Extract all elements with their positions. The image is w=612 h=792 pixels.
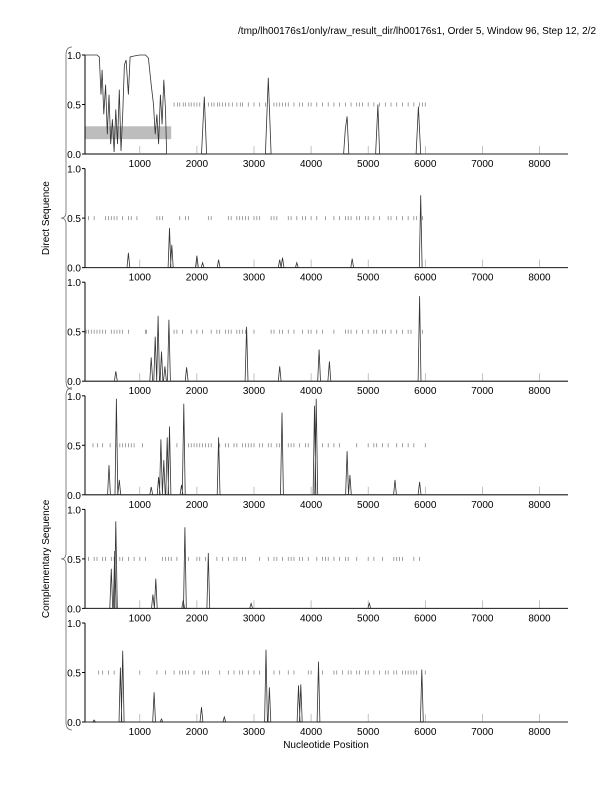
x-tick-label: 2000 <box>186 273 209 284</box>
y-tick-label: 0.0 <box>67 491 81 502</box>
x-tick-label: 2000 <box>186 386 209 397</box>
panel-complementary-frame-1: 0.0 0.5 1.0 1000 2000 3000 4000 5000 6000 7000 800… <box>67 392 568 511</box>
x-tick-label: 3000 <box>243 727 266 738</box>
panel-direct-frame-1: 0.0 0.5 1.0 1000 2000 3000 4000 5000 6000 7000 800… <box>67 51 568 170</box>
x-tick-label: 2000 <box>186 613 209 624</box>
x-tick-label: 2000 <box>186 159 209 170</box>
coding-potential-line <box>85 54 568 155</box>
y-tick-label: 0.0 <box>67 264 81 275</box>
x-tick-label: 5000 <box>357 727 380 738</box>
highlight-region <box>85 126 172 140</box>
x-tick-label: 4000 <box>300 727 323 738</box>
x-tick-label: 4000 <box>300 159 323 170</box>
x-tick-label: 6000 <box>414 500 437 511</box>
y-tick-label: 1.0 <box>67 505 81 516</box>
y-tick-label: 0.5 <box>67 101 81 112</box>
x-tick-label: 1000 <box>129 159 152 170</box>
x-tick-label: 1000 <box>129 386 152 397</box>
x-tick-label: 6000 <box>414 386 437 397</box>
x-tick-label: 5000 <box>357 273 380 284</box>
x-tick-label: 7000 <box>471 613 494 624</box>
panel-direct-frame-3: 0.0 0.5 1.0 1000 2000 3000 4000 5000 6000 7000 800… <box>67 278 568 397</box>
x-tick-label: 8000 <box>528 727 551 738</box>
x-tick-label: 3000 <box>243 613 266 624</box>
x-tick-label: 6000 <box>414 727 437 738</box>
x-tick-label: 8000 <box>528 273 551 284</box>
y-tick-label: 1.0 <box>67 165 81 176</box>
x-tick-label: 1000 <box>129 613 152 624</box>
y-tick-label: 0.0 <box>67 718 81 729</box>
x-tick-label: 4000 <box>300 386 323 397</box>
group-brace <box>60 387 73 731</box>
group-label: Complementary Sequence <box>41 499 52 618</box>
y-tick-label: 0.5 <box>67 214 81 225</box>
x-tick-label: 4000 <box>300 613 323 624</box>
x-tick-label: 1000 <box>129 727 152 738</box>
x-tick-label: 3000 <box>243 500 266 511</box>
x-tick-label: 4000 <box>300 273 323 284</box>
x-tick-label: 6000 <box>414 159 437 170</box>
group-label: Direct Sequence <box>41 181 52 255</box>
x-tick-label: 7000 <box>471 500 494 511</box>
panel-complementary-frame-2: 0.0 0.5 1.0 1000 2000 3000 4000 5000 6000 7000 800… <box>67 505 568 624</box>
coding-potential-line <box>85 195 568 269</box>
x-tick-label: 5000 <box>357 386 380 397</box>
y-tick-label: 0.5 <box>67 328 81 339</box>
x-tick-label: 5000 <box>357 613 380 624</box>
x-tick-label: 8000 <box>528 159 551 170</box>
x-tick-label: 7000 <box>471 159 494 170</box>
group-brace <box>60 46 73 390</box>
x-tick-label: 3000 <box>243 386 266 397</box>
panel-direct-frame-2: 0.0 0.5 1.0 1000 2000 3000 4000 5000 6000 7000 800… <box>67 165 568 284</box>
y-tick-label: 0.0 <box>67 604 81 615</box>
chart-title: /tmp/lh00176s1/only/raw_result_dir/lh001… <box>238 26 596 37</box>
y-tick-label: 0.0 <box>67 377 81 388</box>
x-tick-label: 8000 <box>528 613 551 624</box>
x-tick-label: 5000 <box>357 159 380 170</box>
coding-potential-line <box>85 521 568 609</box>
y-tick-label: 1.0 <box>67 619 81 630</box>
panel-complementary-frame-3: 0.0 0.5 1.0 1000 2000 3000 4000 5000 6000 7000 800… <box>67 619 568 738</box>
x-tick-label: 1000 <box>129 273 152 284</box>
coding-potential-line <box>85 649 568 723</box>
x-tick-label: 7000 <box>471 727 494 738</box>
x-tick-label: 2000 <box>186 727 209 738</box>
x-tick-label: 2000 <box>186 500 209 511</box>
x-tick-label: 1000 <box>129 500 152 511</box>
y-tick-label: 1.0 <box>67 392 81 403</box>
x-tick-label: 8000 <box>528 386 551 397</box>
coding-potential-line <box>85 296 568 382</box>
x-tick-label: 3000 <box>243 273 266 284</box>
coding-potential-line <box>85 398 568 496</box>
x-tick-label: 8000 <box>528 500 551 511</box>
x-tick-label: 6000 <box>414 273 437 284</box>
x-tick-label: 7000 <box>471 273 494 284</box>
y-tick-label: 1.0 <box>67 51 81 62</box>
y-tick-label: 0.5 <box>67 669 81 680</box>
x-tick-label: 6000 <box>414 613 437 624</box>
x-tick-label: 7000 <box>471 386 494 397</box>
y-tick-label: 0.0 <box>67 150 81 161</box>
x-tick-label: 3000 <box>243 159 266 170</box>
y-tick-label: 0.5 <box>67 441 81 452</box>
y-tick-label: 1.0 <box>67 278 81 289</box>
x-tick-label: 4000 <box>300 500 323 511</box>
x-axis-label: Nucleotide Position <box>283 740 369 751</box>
y-tick-label: 0.5 <box>67 555 81 566</box>
x-tick-label: 5000 <box>357 500 380 511</box>
